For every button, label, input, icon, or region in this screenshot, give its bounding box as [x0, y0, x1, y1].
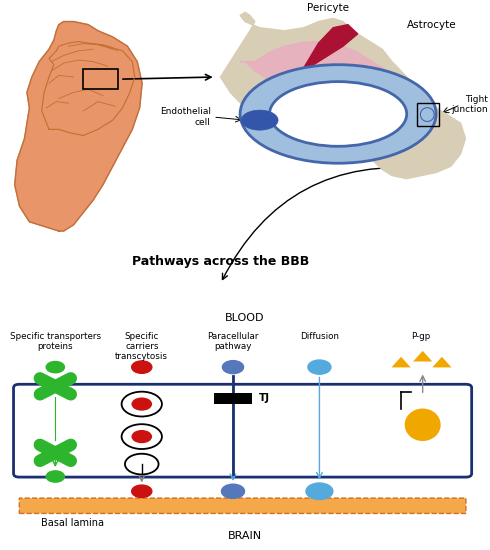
Text: BRAIN: BRAIN — [228, 531, 262, 541]
Bar — [214, 393, 252, 404]
Circle shape — [221, 484, 245, 498]
Circle shape — [306, 483, 333, 499]
Polygon shape — [413, 351, 432, 361]
Circle shape — [125, 454, 159, 475]
Polygon shape — [15, 21, 142, 231]
Circle shape — [308, 360, 331, 374]
Ellipse shape — [405, 409, 441, 441]
Text: Pericyte: Pericyte — [307, 3, 349, 13]
Circle shape — [122, 424, 162, 449]
Text: Pathways across the BBB: Pathways across the BBB — [132, 255, 309, 268]
FancyBboxPatch shape — [14, 384, 472, 477]
Text: Basal lamina: Basal lamina — [41, 518, 103, 528]
Polygon shape — [42, 42, 135, 135]
Circle shape — [132, 485, 152, 498]
Text: Endothelial
cell: Endothelial cell — [160, 107, 211, 126]
Polygon shape — [240, 42, 412, 114]
Text: TJ: TJ — [258, 393, 270, 404]
Text: Tight
junction: Tight junction — [451, 95, 488, 114]
Polygon shape — [220, 12, 466, 179]
Text: P-gp: P-gp — [411, 332, 430, 340]
Circle shape — [222, 361, 244, 373]
Circle shape — [132, 431, 151, 443]
Ellipse shape — [240, 65, 436, 163]
Text: Astrocyte: Astrocyte — [407, 20, 456, 30]
Polygon shape — [432, 357, 451, 367]
Text: Specific
carriers
transcytosis: Specific carriers transcytosis — [115, 332, 168, 361]
Text: BLOOD: BLOOD — [225, 314, 265, 323]
Ellipse shape — [420, 108, 434, 122]
Text: Specific transporters
proteins: Specific transporters proteins — [10, 332, 101, 351]
Ellipse shape — [270, 81, 407, 146]
Bar — [416, 103, 439, 127]
FancyBboxPatch shape — [19, 498, 466, 514]
Circle shape — [46, 361, 65, 373]
Circle shape — [132, 398, 151, 410]
Text: Diffusion: Diffusion — [300, 332, 339, 340]
Bar — [83, 69, 118, 89]
Circle shape — [122, 392, 162, 416]
Circle shape — [46, 471, 65, 482]
Ellipse shape — [242, 110, 278, 130]
Text: Paracellular
pathway: Paracellular pathway — [207, 332, 259, 351]
Polygon shape — [304, 25, 358, 68]
Polygon shape — [392, 357, 411, 367]
Circle shape — [132, 361, 152, 373]
